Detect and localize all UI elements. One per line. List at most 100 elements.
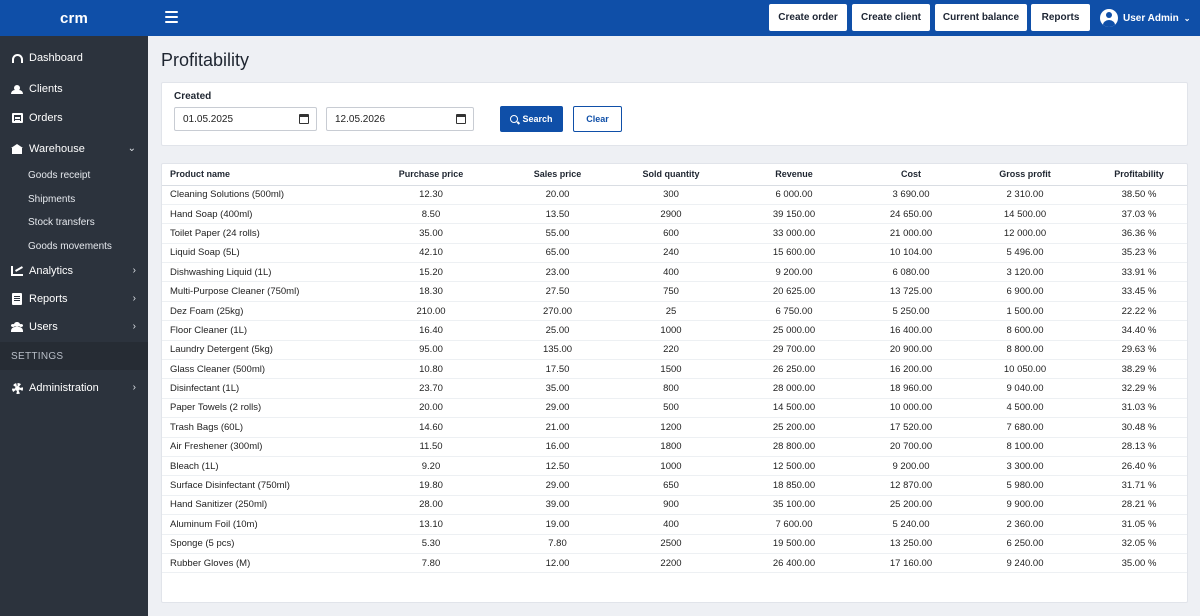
table-cell: 135.00 <box>500 340 615 361</box>
create-client-button[interactable]: Create client <box>852 4 930 31</box>
table-cell: 20 625.00 <box>727 281 861 302</box>
table-cell: 1500 <box>615 359 727 380</box>
table-row: Hand Soap (400ml) 8.50 13.50 2900 39 150.00 2… <box>162 204 1187 225</box>
product-name-cell: Toilet Paper (24 rolls) <box>162 223 362 244</box>
sidebar-subitem-shipments[interactable]: Shipments <box>28 193 76 205</box>
table-cell: 2 360.00 <box>961 514 1089 535</box>
column-header[interactable]: Cost <box>861 164 961 186</box>
table-cell: 33.91 % <box>1089 262 1187 283</box>
sidebar-subitem-goods-movements[interactable]: Goods movements <box>28 240 112 252</box>
product-name-cell: Air Freshener (300ml) <box>162 437 362 457</box>
date-from-input[interactable]: 01.05.2025 <box>174 107 317 131</box>
table-cell: 650 <box>615 475 727 496</box>
product-name-cell: Liquid Soap (5L) <box>162 243 362 264</box>
clients-icon <box>11 85 23 94</box>
table-cell: 13.50 <box>500 204 615 225</box>
table-cell: 34.40 % <box>1089 320 1187 341</box>
column-header[interactable]: Product name <box>162 164 362 186</box>
table-cell: 15.20 <box>362 262 500 283</box>
warehouse-icon <box>11 144 23 154</box>
calendar-icon[interactable] <box>299 114 309 124</box>
column-header[interactable]: Profitability <box>1089 164 1187 186</box>
table-cell: 42.10 <box>362 243 500 264</box>
reports-button[interactable]: Reports <box>1031 4 1090 31</box>
sidebar-subitem-stock-transfers[interactable]: Stock transfers <box>28 216 95 228</box>
sidebar-item-orders[interactable]: Orders <box>0 105 148 131</box>
search-button[interactable]: Search <box>500 106 563 132</box>
table-cell: 8 800.00 <box>961 340 1089 361</box>
user-menu[interactable]: User Admin ⌄ <box>1100 8 1190 28</box>
table-cell: 15 600.00 <box>727 243 861 264</box>
table-cell: 8 100.00 <box>961 437 1089 457</box>
table-cell: 16.00 <box>500 437 615 457</box>
table-cell: 6 750.00 <box>727 301 861 322</box>
chevron-down-icon: ⌄ <box>127 143 136 154</box>
settings-section-header: SETTINGS <box>0 342 148 370</box>
sidebar-item-administration[interactable]: Administration › <box>0 375 148 401</box>
table-cell: 29.00 <box>500 475 615 496</box>
column-header[interactable]: Sold quantity <box>615 164 727 186</box>
product-name-cell: Dishwashing Liquid (1L) <box>162 262 362 283</box>
dashboard-icon <box>11 53 23 63</box>
product-name-cell: Cleaning Solutions (500ml) <box>162 185 362 205</box>
table-cell: 19.80 <box>362 475 500 496</box>
date-to-input[interactable]: 12.05.2026 <box>326 107 474 131</box>
calendar-icon[interactable] <box>456 114 466 124</box>
table-cell: 12 000.00 <box>961 223 1089 244</box>
create-order-button[interactable]: Create order <box>769 4 847 31</box>
app-logo[interactable]: crm <box>59 9 89 27</box>
sidebar-item-users[interactable]: Users › <box>0 314 148 340</box>
table-cell: 3 690.00 <box>861 185 961 205</box>
table-cell: 31.71 % <box>1089 475 1187 496</box>
table-cell: 38.29 % <box>1089 359 1187 380</box>
table-cell: 7 680.00 <box>961 417 1089 438</box>
product-name-cell: Disinfectant (1L) <box>162 378 362 399</box>
sidebar-item-reports[interactable]: Reports › <box>0 286 148 312</box>
sidebar-item-label: Users <box>29 321 58 333</box>
table-cell: 25 000.00 <box>727 320 861 341</box>
table-row: Paper Towels (2 rolls) 20.00 29.00 500 14 50… <box>162 398 1187 419</box>
table-cell: 33 000.00 <box>727 223 861 244</box>
sidebar-item-dashboard[interactable]: Dashboard <box>0 45 148 71</box>
table-row: Floor Cleaner (1L) 16.40 25.00 1000 25 000.0… <box>162 320 1187 341</box>
table-cell: 19 500.00 <box>727 534 861 554</box>
product-name-cell: Floor Cleaner (1L) <box>162 320 362 341</box>
table-cell: 8 600.00 <box>961 320 1089 341</box>
column-header[interactable]: Gross profit <box>961 164 1089 186</box>
table-cell: 25 <box>615 301 727 322</box>
clear-button[interactable]: Clear <box>573 106 622 132</box>
table-cell: 7.80 <box>362 553 500 574</box>
table-cell: 220 <box>615 340 727 361</box>
current-balance-button[interactable]: Current balance <box>935 4 1027 31</box>
table-cell: 210.00 <box>362 301 500 322</box>
product-name-cell: Dez Foam (25kg) <box>162 301 362 322</box>
sidebar-item-analytics[interactable]: Analytics › <box>0 258 148 284</box>
table-cell: 37.03 % <box>1089 204 1187 225</box>
search-button-label: Search <box>522 114 553 124</box>
hamburger-menu-icon[interactable] <box>165 11 178 23</box>
table-cell: 750 <box>615 281 727 302</box>
column-header[interactable]: Sales price <box>500 164 615 186</box>
table-cell: 35.00 <box>500 378 615 399</box>
table-cell: 21.00 <box>500 417 615 438</box>
sidebar-subitem-goods-receipt[interactable]: Goods receipt <box>28 169 91 181</box>
column-header[interactable]: Purchase price <box>362 164 500 186</box>
table-cell: 10 050.00 <box>961 359 1089 380</box>
table-cell: 1 500.00 <box>961 301 1089 322</box>
table-cell: 31.05 % <box>1089 514 1187 535</box>
table-cell: 28.00 <box>362 495 500 516</box>
top-bar: crm Create order Create client Current b… <box>0 0 1200 36</box>
product-name-cell: Surface Disinfectant (750ml) <box>162 475 362 496</box>
column-header[interactable]: Revenue <box>727 164 861 186</box>
orders-icon <box>11 113 23 123</box>
sidebar-item-clients[interactable]: Clients <box>0 76 148 102</box>
table-cell: 21 000.00 <box>861 223 961 244</box>
table-cell: 7 600.00 <box>727 514 861 535</box>
table-cell: 240 <box>615 243 727 264</box>
table-cell: 5 240.00 <box>861 514 961 535</box>
table-cell: 16.40 <box>362 320 500 341</box>
sidebar-item-warehouse[interactable]: Warehouse ⌄ <box>0 136 148 162</box>
table-cell: 9 200.00 <box>727 262 861 283</box>
table-cell: 24 650.00 <box>861 204 961 225</box>
table-cell: 5.30 <box>362 534 500 554</box>
